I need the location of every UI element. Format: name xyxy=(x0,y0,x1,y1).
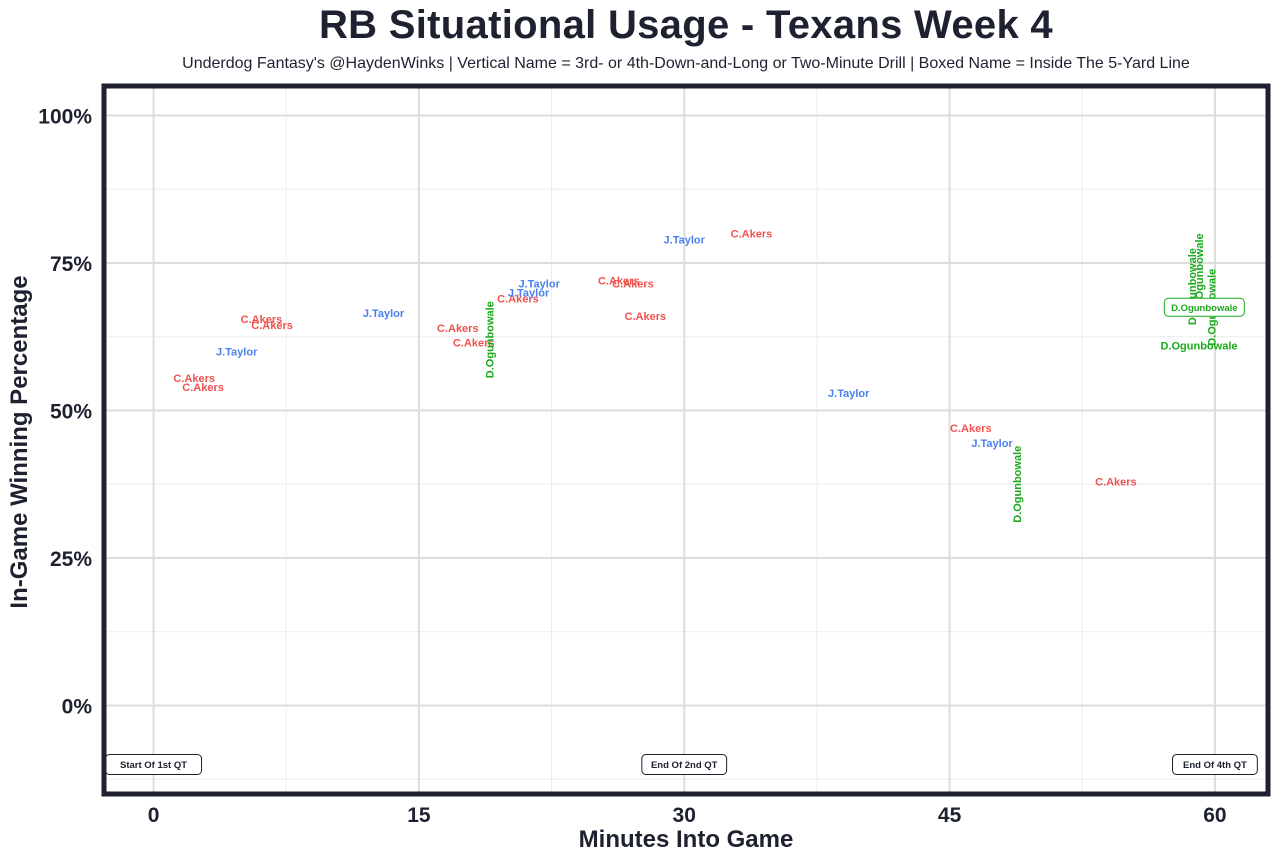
y-tick-label: 100% xyxy=(38,106,92,129)
point-label: C.Akers xyxy=(625,311,667,323)
point-label: J.Taylor xyxy=(216,347,258,359)
point-label: J.Taylor xyxy=(971,438,1013,450)
grid xyxy=(104,86,1268,794)
x-axis-label: Minutes Into Game xyxy=(578,826,794,853)
axes: 0 15 30 45 60 0% 25% 50% 75% 100% xyxy=(38,106,1226,828)
x-tick-label: 45 xyxy=(938,804,962,827)
x-tick-label: 30 xyxy=(673,804,696,827)
point-label: C.Akers xyxy=(497,293,539,305)
y-tick-label: 25% xyxy=(50,548,92,571)
quarter-annotation-box xyxy=(1172,754,1258,775)
plot-frame xyxy=(101,83,1271,797)
point-label-boxed: D.Ogunbowale xyxy=(1171,303,1238,314)
point-label: C.Akers xyxy=(251,320,293,332)
x-tick-label: 0 xyxy=(148,804,160,827)
point-label: J.Taylor xyxy=(664,234,706,246)
annotations: Start Of 1st QT End Of 2nd QT End Of 4th Q… xyxy=(105,754,1258,775)
point-label: C.Akers xyxy=(437,323,479,335)
quarter-annotation-text: End Of 2nd QT xyxy=(651,760,718,771)
point-label: J.Taylor xyxy=(518,279,560,291)
boxed-label-frame xyxy=(1163,297,1245,317)
point-label: J.Taylor xyxy=(508,288,550,300)
point-label: C.Akers xyxy=(453,338,495,350)
point-label: C.Akers xyxy=(173,373,215,385)
point-label: J.Taylor xyxy=(363,308,405,320)
point-label: D.Ogunbowale xyxy=(1161,341,1238,353)
point-label: C.Akers xyxy=(241,314,283,326)
chart-title: RB Situational Usage - Texans Week 4 xyxy=(319,3,1053,47)
point-label: C.Akers xyxy=(612,279,654,291)
point-label: C.Akers xyxy=(1095,476,1137,488)
quarter-annotation-text: End Of 4th QT xyxy=(1183,760,1247,771)
y-tick-label: 75% xyxy=(50,253,92,276)
x-tick-label: 60 xyxy=(1203,804,1226,827)
point-label: C.Akers xyxy=(598,276,640,288)
point-label: C.Akers xyxy=(182,382,224,394)
quarter-annotation-text: Start Of 1st QT xyxy=(120,760,187,771)
x-tick-label: 15 xyxy=(407,804,431,827)
point-label-vertical: D.Ogunbowale xyxy=(1194,233,1206,310)
y-tick-label: 0% xyxy=(62,696,93,719)
chart-subtitle: Underdog Fantasy's @HaydenWinks | Vertic… xyxy=(182,55,1190,72)
quarter-annotation-box xyxy=(641,754,728,775)
point-label: C.Akers xyxy=(731,229,773,241)
point-label-vertical: D.Ogunbowale xyxy=(1012,446,1024,523)
point-label-vertical: D.Ogunbowale xyxy=(485,301,497,378)
y-tick-label: 50% xyxy=(50,401,92,424)
point-label: J.Taylor xyxy=(828,388,870,400)
point-label: C.Akers xyxy=(950,423,992,435)
